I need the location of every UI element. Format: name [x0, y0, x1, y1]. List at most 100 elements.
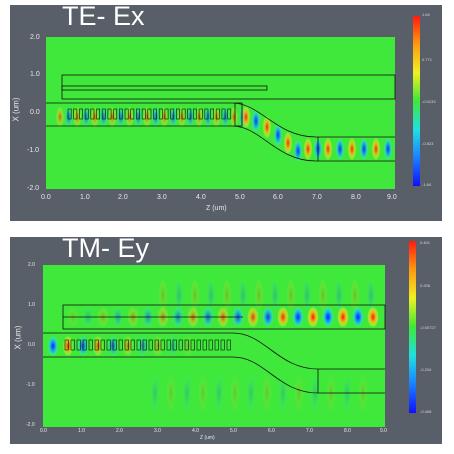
- field-lobe: [241, 105, 251, 129]
- waveguide-outline: [232, 332, 385, 370]
- field-lobe: [246, 373, 256, 413]
- grating-segment: [142, 339, 147, 351]
- field-lobe: [359, 137, 369, 161]
- colorbar-label: -0.408: [420, 409, 432, 414]
- field-lobe: [73, 106, 82, 128]
- grating-segment: [106, 339, 111, 351]
- grating-segment: [107, 108, 112, 120]
- x-tick: 0.0: [40, 428, 47, 434]
- x-tick: 2.0: [118, 194, 128, 201]
- grating-segment: [220, 339, 225, 351]
- grating-segment: [178, 339, 183, 351]
- x-axis-label: Z (um): [206, 205, 227, 212]
- field-lobe: [182, 335, 194, 357]
- field-lobe: [286, 277, 296, 313]
- field-lobe: [222, 277, 232, 313]
- field-lobe: [212, 106, 221, 128]
- field-lobe: [262, 373, 272, 413]
- field-lobe: [125, 106, 134, 128]
- grating-segment: [100, 339, 105, 351]
- y-tick: -2.0: [27, 185, 40, 192]
- x-tick: 7.0: [312, 194, 322, 201]
- colorbar-label: 1.64: [422, 12, 430, 17]
- tm-ey-panel: TM- Ey X (um) 2.0 1.0 0.0 -1.0 -2.0 0.0 …: [10, 233, 442, 444]
- field-lobe: [99, 106, 108, 128]
- x-tick: 5.0: [230, 428, 237, 434]
- field-lobe: [166, 373, 176, 413]
- field-lobe: [142, 106, 152, 128]
- field-lobe: [214, 373, 224, 413]
- field-lobe: [352, 306, 364, 328]
- grating-segment: [153, 108, 158, 120]
- grating-segment: [164, 108, 169, 120]
- grating-segment: [198, 108, 203, 120]
- grating-segment: [96, 108, 101, 120]
- waveguide-outline: [61, 85, 268, 91]
- grating-segment: [136, 339, 141, 351]
- grating-segment: [158, 108, 163, 120]
- grating-segment: [190, 339, 195, 351]
- field-lobe: [334, 277, 344, 313]
- grating-segment: [79, 108, 83, 120]
- field-lobe: [371, 137, 381, 161]
- grating-segment: [124, 108, 129, 120]
- y-tick: 0.0: [28, 342, 35, 348]
- grating-segment: [118, 339, 123, 351]
- field-lobe: [55, 106, 65, 128]
- field-lobe: [347, 137, 357, 161]
- field-lobe: [64, 106, 73, 128]
- field-lobe: [367, 306, 379, 328]
- grating-segment: [130, 339, 135, 351]
- grating-segment: [172, 339, 177, 351]
- field-lobe: [81, 106, 91, 128]
- grating-segment: [67, 108, 72, 120]
- colorbar-label: -1.64: [422, 182, 432, 187]
- y-tick: -1.0: [27, 147, 40, 154]
- field-lobe: [230, 373, 240, 413]
- y-tick: 1.0: [30, 71, 40, 78]
- x-tick: 3.0: [154, 428, 161, 434]
- grating-segment: [94, 339, 99, 351]
- field-lobe: [366, 277, 376, 313]
- field-lobe: [47, 335, 59, 357]
- x-tick: 1.0: [80, 194, 90, 201]
- field-lobe: [62, 335, 74, 357]
- y-tick: -1.0: [26, 382, 35, 388]
- field-lobe: [186, 106, 195, 128]
- grating-segment: [82, 339, 87, 351]
- field-lobe: [251, 109, 261, 133]
- waveguide-outline: [232, 356, 385, 394]
- grating-segment: [141, 108, 146, 120]
- grating-segment: [112, 339, 117, 351]
- grating-segment: [64, 339, 69, 351]
- x-tick: 6.0: [268, 428, 275, 434]
- grating-segment: [202, 339, 207, 351]
- y-tick: 1.0: [28, 302, 35, 308]
- field-lobe: [273, 123, 283, 147]
- waveguide-outline: [234, 102, 243, 127]
- grating-segment: [210, 108, 215, 120]
- x-tick: 6.0: [273, 194, 283, 201]
- grating-segment: [73, 108, 78, 120]
- field-lobe: [292, 306, 304, 328]
- field-lobe: [206, 277, 216, 313]
- field-lobe: [174, 277, 184, 313]
- waveguide-outline: [231, 125, 395, 162]
- grating-segment: [124, 339, 129, 351]
- field-lobe: [190, 277, 200, 313]
- grating-segment: [204, 108, 209, 120]
- grating-segment: [208, 339, 213, 351]
- field-lobe: [318, 277, 328, 313]
- field-lobe: [160, 106, 169, 128]
- field-lobe: [262, 306, 274, 328]
- grating-segment: [160, 339, 165, 351]
- x-tick: 3.0: [157, 194, 167, 201]
- grating-segment: [196, 339, 201, 351]
- y-tick: -2.0: [26, 422, 35, 428]
- colorbar-label: -0.204: [420, 367, 432, 372]
- colorbar-label: -0.00727: [420, 325, 436, 330]
- y-tick: 2.0: [28, 262, 35, 268]
- field-lobe: [122, 335, 134, 357]
- field-lobe: [277, 306, 289, 328]
- field-lobe: [134, 106, 143, 128]
